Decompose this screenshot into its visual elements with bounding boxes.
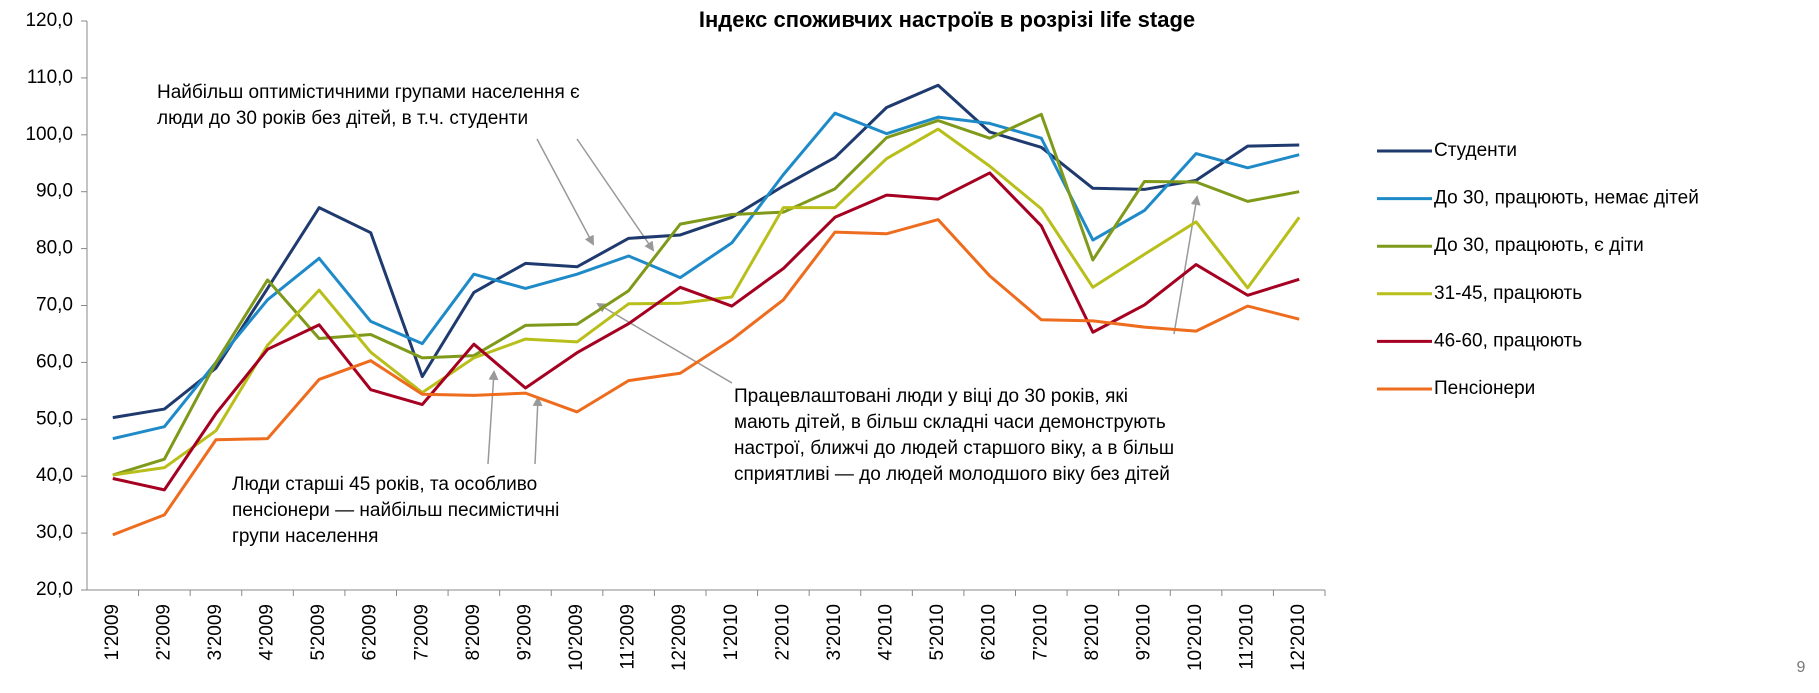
x-tick-label: 2'2010: [772, 604, 793, 660]
annotation: сприятливі — до людей молодшого віку без…: [734, 464, 1170, 485]
legend-label: 31-45, працюють: [1434, 283, 1582, 304]
chart-title: Індекс споживчих настроїв в розрізі life…: [699, 7, 1195, 32]
x-tick-label: 1'2010: [721, 604, 742, 660]
x-tick-label: 1'2009: [102, 604, 123, 660]
annotation: настрої, ближчі до людей старшого віку, …: [734, 438, 1174, 459]
y-tick-label: 90,0: [36, 181, 73, 202]
arrow: [576, 138, 655, 252]
x-tick-label: 12'2010: [1288, 604, 1309, 671]
annotation: Найбільш оптимістичними групами населенн…: [157, 82, 580, 103]
x-tick-label: 4'2009: [257, 604, 278, 660]
x-tick-label: 7'2010: [1030, 604, 1051, 660]
legend-label: До 30, працюють, є діти: [1434, 235, 1644, 256]
y-tick-label: 120,0: [25, 10, 73, 31]
legend-label: До 30, працюють, немає дітей: [1434, 188, 1699, 209]
annotation: люди до 30 років без дітей, в т.ч. студе…: [157, 108, 528, 129]
x-tick-label: 3'2010: [824, 604, 845, 660]
x-tick-label: 4'2010: [876, 604, 897, 660]
x-tick-label: 8'2009: [463, 604, 484, 660]
arrow: [487, 370, 499, 465]
x-tick-label: 11'2010: [1237, 604, 1258, 670]
y-tick-label: 30,0: [36, 522, 73, 543]
series-line: [112, 171, 1300, 492]
y-tick-label: 100,0: [25, 124, 73, 145]
x-tick-label: 5'2009: [308, 604, 329, 660]
x-tick-label: 9'2010: [1133, 604, 1154, 660]
arrow: [1173, 195, 1201, 335]
x-tick-label: 6'2010: [979, 604, 1000, 660]
arrows: [487, 138, 1201, 465]
x-tick-label: 11'2009: [618, 604, 639, 670]
annotation: пенсіонери — найбільш песимістичні: [232, 500, 559, 521]
series-line: [112, 83, 1300, 420]
series-line: [112, 127, 1301, 477]
y-tick-label: 60,0: [36, 351, 73, 372]
page-number: 9: [1797, 659, 1806, 676]
y-tick-label: 40,0: [36, 465, 73, 486]
x-tick-label: 3'2009: [205, 604, 226, 660]
annotation: мають дітей, в більш складні часи демонс…: [734, 412, 1166, 433]
arrow: [596, 302, 733, 384]
x-tick-label: 7'2009: [411, 604, 432, 660]
x-tick-label: 10'2010: [1185, 604, 1206, 671]
y-tick-label: 110,0: [27, 67, 73, 88]
annotation: групи населення: [232, 526, 378, 547]
x-tick-label: 8'2010: [1082, 604, 1103, 660]
series-line: [112, 111, 1300, 441]
y-tick-label: 20,0: [36, 579, 73, 600]
x-tick-label: 2'2009: [153, 604, 174, 660]
annotation: Працевлаштовані люди у віці до 30 років,…: [734, 386, 1128, 407]
series-line: [112, 218, 1300, 537]
annotation: Люди старші 45 років, та особливо: [232, 474, 537, 495]
legend-label: 46-60, працюють: [1434, 330, 1582, 351]
y-tick-label: 80,0: [36, 238, 73, 259]
x-tick-label: 10'2009: [566, 604, 587, 671]
x-tick-label: 5'2010: [927, 604, 948, 660]
y-tick-label: 70,0: [36, 295, 73, 316]
y-tick-label: 50,0: [36, 408, 73, 429]
legend-label: Пенсіонери: [1434, 378, 1535, 399]
arrow: [532, 396, 543, 465]
x-tick-label: 6'2009: [360, 604, 381, 660]
legend-label: Студенти: [1434, 140, 1517, 161]
x-tick-label: 9'2009: [514, 604, 535, 660]
arrow: [536, 138, 594, 246]
x-tick-label: 12'2009: [669, 604, 690, 671]
